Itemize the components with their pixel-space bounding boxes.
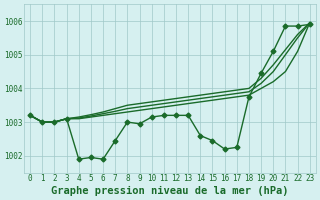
X-axis label: Graphe pression niveau de la mer (hPa): Graphe pression niveau de la mer (hPa) [51, 186, 289, 196]
